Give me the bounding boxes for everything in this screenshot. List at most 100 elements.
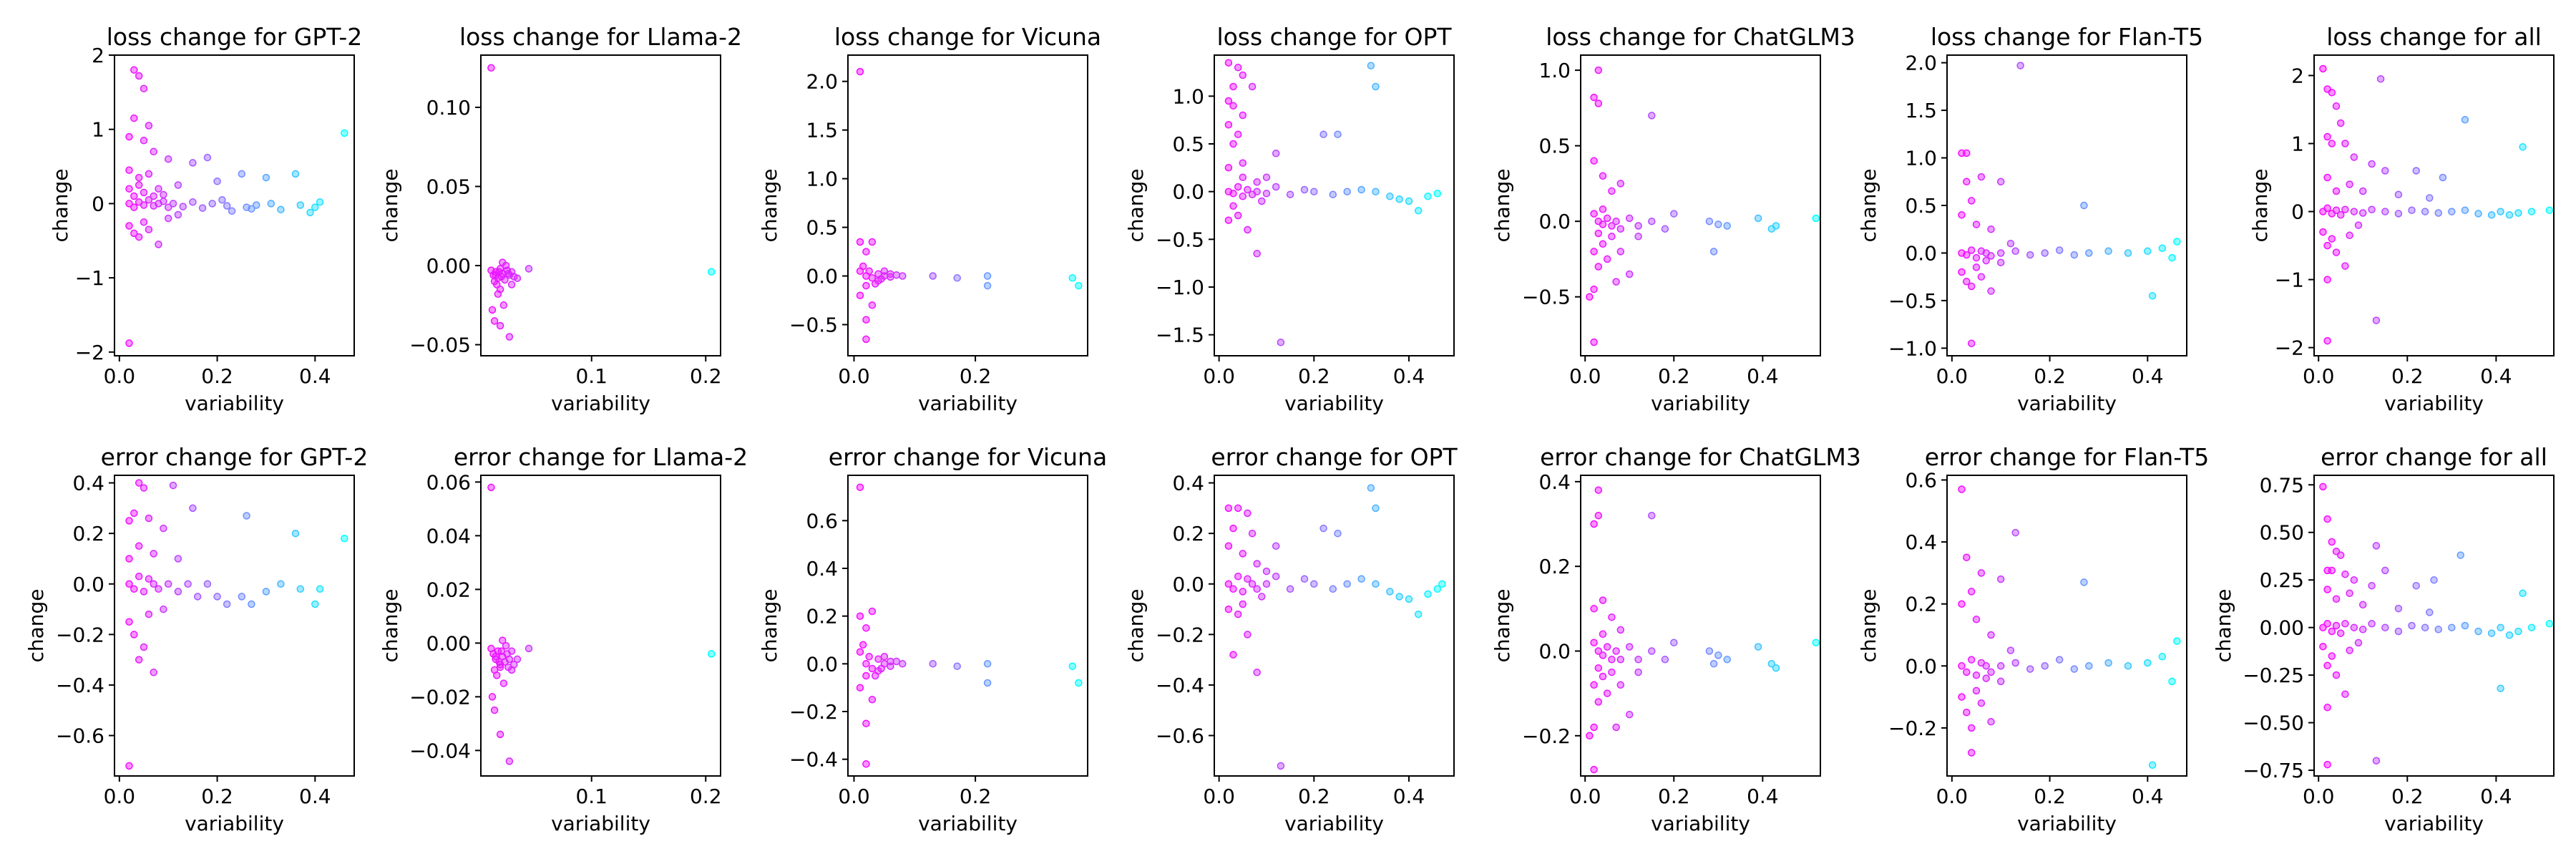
data-point [2144,247,2152,256]
data-point [1625,214,1634,223]
y-tick-label: −0.2 [56,623,104,646]
data-point [262,173,270,182]
data-point [160,605,167,613]
x-tick-label: 0.0 [2303,785,2335,808]
data-point [150,669,157,676]
data-point [2394,604,2403,613]
subplot-title: error change for Llama-2 [454,443,748,471]
data-point [174,210,182,219]
y-tick-label: 0.02 [426,578,471,601]
data-point [1648,647,1656,655]
data-point [174,588,182,596]
data-point [1248,529,1257,538]
scatter-points [125,479,348,770]
subplot-5: 0.0 0.2 0.4 −0.5 0.0 0.5 1.0 loss change for Ch… [1491,23,1855,415]
data-point [1972,671,1981,679]
data-point [880,653,889,661]
x-tick-label: 0.1 [575,364,608,388]
data-point [865,267,873,275]
data-point [262,588,270,596]
y-tick-label: 0.0 [1905,241,1937,265]
data-point [238,593,246,601]
data-point [929,660,937,668]
data-point [2041,249,2049,257]
y-tick-label: 2 [2291,64,2304,88]
data-point [1714,651,1722,659]
subplot-2: 0.1 0.2 −0.05 0.00 0.05 0.10 loss change for L… [379,23,742,415]
data-point [2434,209,2442,217]
data-point [1329,585,1337,593]
subplot-title: loss change for OPT [1216,23,1452,51]
data-point [868,274,877,282]
data-point [507,281,516,288]
y-tick-label: 0.4 [1172,472,1204,495]
data-point [277,580,285,588]
data-point [1253,178,1261,186]
y-tick-label: 0.2 [1905,593,1937,616]
data-point [504,269,512,278]
data-point [1234,504,1242,513]
y-axis-label: change [1857,168,1880,242]
data-point [2408,621,2416,630]
data-point [1405,595,1413,603]
data-point [1709,659,1718,668]
data-point [193,593,202,601]
data-point [1075,679,1083,687]
data-point [1967,282,1976,291]
data-point [1599,672,1607,681]
data-point [145,195,153,204]
data-point [2041,662,2049,670]
data-point [1603,643,1611,651]
data-point [140,84,148,92]
data-point [1599,205,1607,213]
data-point [1224,504,1233,513]
y-tick-label: 0.10 [426,96,471,120]
data-point [125,200,133,208]
data-point [248,205,255,213]
data-point [892,271,901,279]
data-point [140,201,148,209]
data-point [1661,225,1669,233]
data-point [130,585,138,593]
data-point [1977,699,1986,707]
data-point [1239,111,1247,120]
data-point [1987,225,1995,233]
data-point [1334,529,1342,538]
data-point [1224,59,1233,67]
x-tick-label: 0.4 [1747,364,1779,388]
data-point [862,281,870,290]
data-point [1599,651,1607,659]
data-point [2168,677,2176,686]
data-point [2328,538,2336,546]
data-point [507,647,516,655]
data-point [2346,589,2353,598]
x-tick-label: 0.0 [104,364,136,388]
data-point [1229,202,1237,210]
data-point [2545,206,2554,214]
data-point [1972,220,1981,228]
data-point [1229,524,1237,533]
data-point [2448,208,2456,215]
data-point [1967,656,1976,664]
data-point [1608,187,1616,195]
data-point [1594,698,1603,706]
data-point [145,170,153,178]
subplot-title: error change for OPT [1211,443,1458,471]
data-point [1616,681,1625,689]
data-point [496,730,504,739]
data-point [2319,228,2327,236]
data-point [1982,256,1990,265]
data-point [1599,172,1607,180]
data-point [2323,620,2331,628]
data-point [525,265,533,273]
data-point [1234,183,1242,191]
data-point [1590,285,1598,293]
data-point [1372,580,1380,588]
data-point [487,483,495,492]
data-point [707,268,716,276]
data-point [856,291,864,299]
data-point [2497,623,2504,631]
x-tick-label: 0.2 [1658,364,1690,388]
data-point [145,225,153,233]
data-point [1972,686,1981,695]
